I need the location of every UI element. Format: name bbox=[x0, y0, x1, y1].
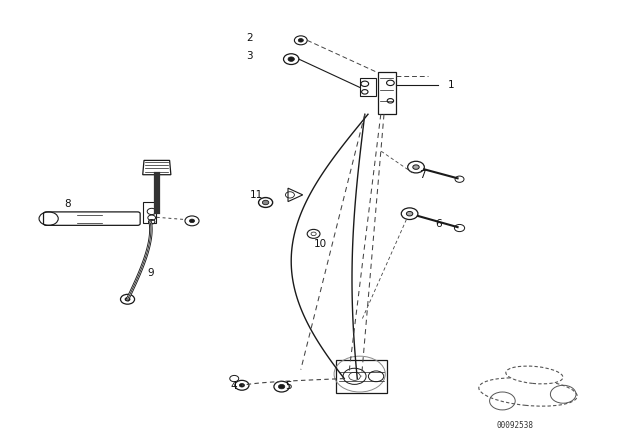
Circle shape bbox=[298, 39, 303, 42]
Ellipse shape bbox=[506, 366, 563, 384]
FancyBboxPatch shape bbox=[44, 212, 140, 225]
Circle shape bbox=[189, 219, 195, 223]
Circle shape bbox=[406, 211, 413, 216]
Circle shape bbox=[125, 297, 130, 301]
FancyBboxPatch shape bbox=[336, 359, 387, 393]
Text: 3: 3 bbox=[246, 51, 253, 61]
FancyBboxPatch shape bbox=[360, 78, 376, 96]
Text: 8: 8 bbox=[64, 199, 70, 209]
Circle shape bbox=[288, 57, 294, 61]
FancyBboxPatch shape bbox=[378, 72, 396, 114]
Text: 00092538: 00092538 bbox=[497, 421, 534, 430]
Circle shape bbox=[278, 384, 285, 389]
Circle shape bbox=[413, 165, 419, 169]
Circle shape bbox=[262, 200, 269, 205]
Text: 4: 4 bbox=[230, 381, 237, 391]
Ellipse shape bbox=[479, 378, 577, 406]
Text: 7: 7 bbox=[419, 170, 426, 180]
Text: 5: 5 bbox=[285, 381, 291, 391]
Polygon shape bbox=[143, 160, 171, 175]
Text: 2: 2 bbox=[246, 33, 253, 43]
Text: 6: 6 bbox=[435, 219, 442, 229]
Polygon shape bbox=[288, 188, 303, 202]
Text: 9: 9 bbox=[147, 268, 154, 278]
Circle shape bbox=[239, 383, 244, 387]
FancyBboxPatch shape bbox=[143, 202, 156, 223]
Text: 11: 11 bbox=[250, 190, 263, 200]
Text: 1: 1 bbox=[448, 80, 454, 90]
Text: 10: 10 bbox=[314, 239, 327, 249]
